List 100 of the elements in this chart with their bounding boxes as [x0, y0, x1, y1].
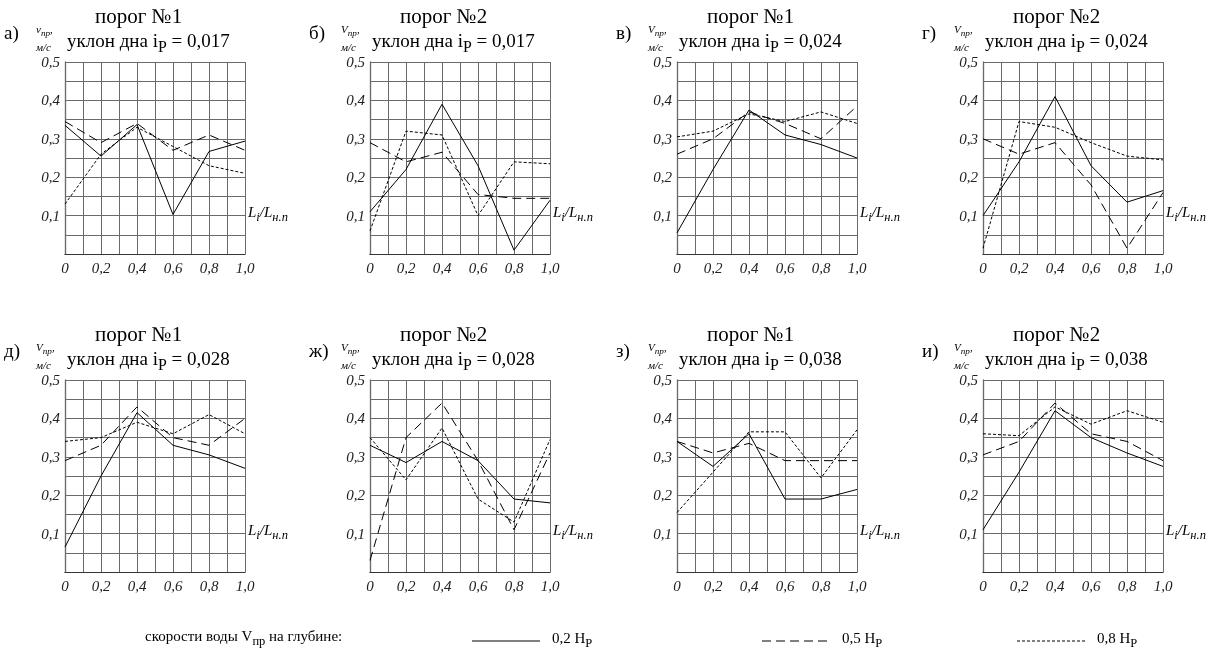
- y-tick-label: 0,4: [653, 410, 673, 427]
- x-tick-label: 0,2: [91, 577, 111, 594]
- x-tick-label: 1,0: [847, 577, 867, 594]
- legend-label: 0,8 H$_{P}$: [1097, 630, 1138, 651]
- y-tick-label: 0,2: [346, 487, 366, 504]
- x-tick-label: 0,8: [811, 577, 831, 594]
- text: д): [4, 340, 20, 362]
- y-tick-label: 0,4: [959, 92, 979, 109]
- legend-label: 0,5 H$_{P}$: [842, 630, 883, 651]
- x-tick-label: 0,6: [775, 259, 795, 276]
- x-tick-label: 0,6: [468, 577, 488, 594]
- x-tick-label: 0,2: [1009, 577, 1029, 594]
- y-axis-title: v$_{пр}$, м/с: [36, 22, 54, 55]
- y-axis-title: V$_{пр}$, м/с: [36, 340, 56, 373]
- y-tick-label: 0,1: [959, 525, 978, 542]
- y-tick-label: 0,5: [653, 372, 673, 388]
- x-tick-label: 0: [673, 577, 682, 594]
- y-tick-label: 0,3: [346, 130, 365, 147]
- x-tick-label: 0,2: [396, 577, 416, 594]
- y-tick-label: 0,4: [41, 92, 61, 109]
- y-axis-title: V$_{пр}$, м/с: [341, 340, 361, 373]
- x-tick-label: 0: [61, 577, 70, 594]
- x-tick-label: 0: [979, 259, 988, 276]
- x-tick-label: 0,2: [91, 259, 111, 276]
- chart-subtitle: уклон дна i$_{P}$ = 0,017: [372, 30, 535, 56]
- x-tick-label: 1,0: [1153, 577, 1173, 594]
- x-axis-title: L$_{i}$/L$_{н.п}$: [553, 522, 593, 543]
- y-tick-label: 0,2: [346, 169, 366, 186]
- x-tick-label: 0,4: [739, 259, 759, 276]
- x-tick-label: 0,8: [1117, 577, 1137, 594]
- x-tick-label: 0,2: [1009, 259, 1029, 276]
- y-axis-title: V$_{пр}$, м/с: [648, 340, 668, 373]
- y-axis-title: V$_{пр}$, м/с: [341, 22, 361, 55]
- text: ж): [309, 340, 329, 362]
- y-tick-label: 0,4: [41, 410, 61, 427]
- y-tick-label: 0,5: [959, 372, 979, 388]
- x-tick-label: 0,6: [775, 577, 795, 594]
- x-tick-label: 0,8: [504, 577, 524, 594]
- y-tick-label: 0,5: [346, 54, 366, 70]
- text: а): [4, 22, 19, 44]
- chart-subtitle: уклон дна i$_{P}$ = 0,017: [67, 30, 230, 56]
- x-tick-label: 0,4: [1045, 259, 1065, 276]
- x-axis-title: L$_{i}$/L$_{н.п}$: [1166, 522, 1206, 543]
- text: в): [616, 22, 632, 44]
- x-axis-title: L$_{i}$/L$_{н.п}$: [860, 204, 900, 225]
- text: г): [922, 22, 937, 44]
- x-tick-label: 0,8: [199, 577, 219, 594]
- chart-title: порог №1: [707, 4, 795, 29]
- line-series: [64, 406, 246, 462]
- chart-title: порог №2: [1013, 4, 1101, 29]
- y-tick-label: 0,5: [41, 54, 61, 70]
- line-series: [64, 412, 246, 548]
- x-tick-label: 0,6: [468, 259, 488, 276]
- y-tick-label: 0,3: [959, 130, 978, 147]
- x-tick-label: 0,4: [739, 577, 759, 594]
- y-tick-label: 0,2: [959, 169, 979, 186]
- y-tick-label: 0,1: [959, 207, 978, 224]
- text: и): [922, 340, 939, 362]
- x-tick-label: 0: [61, 259, 70, 276]
- x-axis-title: L$_{i}$/L$_{н.п}$: [860, 522, 900, 543]
- text: б): [309, 22, 325, 44]
- y-tick-label: 0,2: [959, 487, 979, 504]
- line-series: [982, 402, 1164, 462]
- x-tick-label: 0,4: [127, 259, 147, 276]
- y-tick-label: 0,2: [41, 169, 61, 186]
- x-tick-label: 1,0: [235, 259, 255, 276]
- chart-subtitle: уклон дна i$_{P}$ = 0,028: [372, 348, 535, 374]
- chart-title: порог №1: [707, 322, 795, 347]
- x-tick-label: 0,2: [396, 259, 416, 276]
- chart-subtitle: уклон дна i$_{P}$ = 0,024: [679, 30, 842, 56]
- line-series: [676, 429, 858, 513]
- y-tick-label: 0,1: [653, 207, 672, 224]
- y-tick-label: 0,3: [653, 130, 672, 147]
- x-tick-label: 0,4: [432, 577, 452, 594]
- legend-label: 0,2 H$_{P}$: [552, 630, 593, 651]
- x-tick-label: 0,8: [199, 259, 219, 276]
- x-axis-title: L$_{i}$/L$_{н.п}$: [553, 204, 593, 225]
- chart-subtitle: уклон дна i$_{P}$ = 0,024: [985, 30, 1148, 56]
- y-tick-label: 0,4: [653, 92, 673, 109]
- y-tick-label: 0,3: [41, 130, 60, 147]
- y-tick-label: 0,5: [653, 54, 673, 70]
- y-tick-label: 0,4: [346, 92, 366, 109]
- x-tick-label: 1,0: [235, 577, 255, 594]
- y-tick-label: 0,4: [959, 410, 979, 427]
- y-tick-label: 0,1: [41, 525, 60, 542]
- x-tick-label: 0,2: [703, 259, 723, 276]
- x-tick-label: 1,0: [540, 259, 560, 276]
- chart-title: порог №2: [400, 322, 488, 347]
- x-axis-title: L$_{i}$/L$_{н.п}$: [1166, 204, 1206, 225]
- y-tick-label: 0,2: [653, 487, 673, 504]
- x-tick-label: 0,2: [703, 577, 723, 594]
- chart-title: порог №2: [1013, 322, 1101, 347]
- x-tick-label: 0,4: [1045, 577, 1065, 594]
- x-tick-label: 0,6: [1081, 577, 1101, 594]
- y-axis-title: V$_{пр}$, м/с: [648, 22, 668, 55]
- x-tick-label: 0,8: [1117, 259, 1137, 276]
- x-tick-label: 0,6: [1081, 259, 1101, 276]
- chart-subtitle: уклон дна i$_{P}$ = 0,028: [67, 348, 230, 374]
- x-tick-label: 0: [979, 577, 988, 594]
- chart-subtitle: уклон дна i$_{P}$ = 0,038: [985, 348, 1148, 374]
